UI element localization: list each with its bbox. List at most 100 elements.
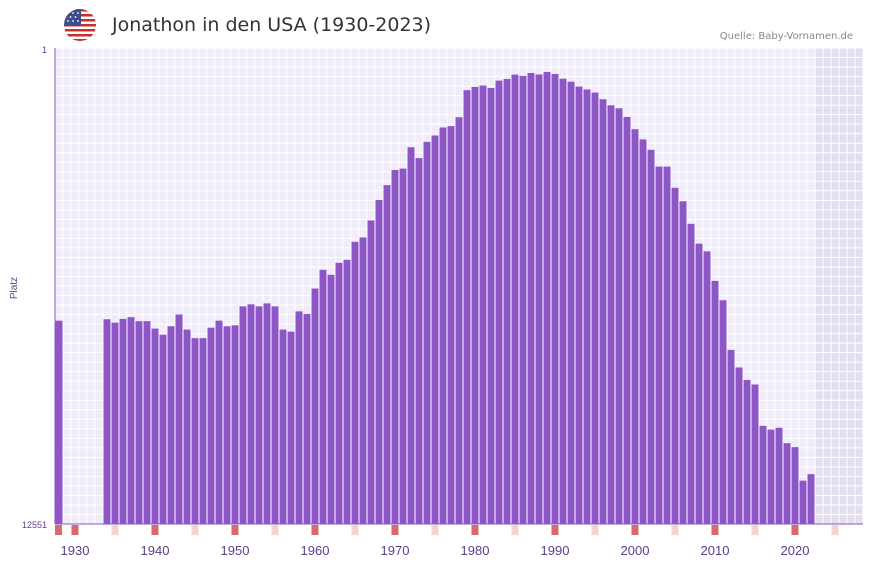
bar-2017: 2017: 10061: [767, 429, 775, 524]
bar-1960: 1960: 6343: [311, 288, 319, 524]
bar-1946: 1946: 7651: [199, 338, 207, 524]
x-tick-mark-1995: [591, 525, 599, 535]
bar-1989: 1989: 632: [543, 71, 551, 525]
bar-2007: 2007: 4637: [687, 223, 695, 524]
bar-1939: 1939: 7203: [143, 321, 151, 524]
bar-1969: 1969: 3617: [383, 185, 391, 524]
bar-1980: 1980: 1026: [471, 86, 479, 524]
x-tick-mark-1945: [191, 525, 199, 535]
x-tick-mark-2010: [711, 525, 719, 535]
bar-1962: 1962: 5981: [327, 274, 335, 524]
bar-1978: 1978: 1826: [455, 117, 463, 525]
bar-1965: 1965: 5111: [351, 241, 359, 525]
x-tick-mark-1980: [471, 525, 479, 535]
x-tick-mark-1930: [71, 525, 79, 535]
bar-2020: 2020: 10525: [791, 447, 799, 524]
bar-2021: 2021: 11408: [799, 480, 807, 524]
bar-1952: 1952: 6760: [247, 304, 255, 524]
x-tick-mark-2020: [791, 525, 799, 535]
axis-labels: 1 12551 Platz 1930 1940 1950 1960 1970 1980 19…: [9, 45, 809, 558]
bar-1984: 1984: 817: [503, 78, 511, 524]
bar-1938: 1938: 7203: [135, 321, 143, 524]
x-tick-label-1930: 1930: [61, 543, 90, 558]
bar-2003: 2003: 3128: [655, 166, 663, 524]
y-axis-title: Platz: [9, 277, 20, 299]
y-tick-label-bottom: 12551: [22, 520, 47, 530]
chart-title: Jonathon in den USA (1930-2023): [112, 14, 432, 36]
bar-1970: 1970: 3217: [391, 169, 399, 525]
bar-1972: 1972: 2617: [407, 147, 415, 524]
bar-1942: 1942: 7338: [167, 326, 175, 524]
x-tick-label-1940: 1940: [141, 543, 170, 558]
bar-2006: 2006: 4042: [679, 201, 687, 525]
bar-1953: 1953: 6813: [255, 306, 263, 524]
bar-1950: 1950: 7312: [231, 325, 239, 524]
bar-1994: 1994: 1094: [583, 89, 591, 524]
x-tick-mark-1950: [231, 525, 239, 535]
bar-1975: 1975: 2308: [431, 135, 439, 525]
bar-1992: 1992: 889: [567, 81, 575, 524]
bar-1981: 1981: 992: [479, 85, 487, 525]
bar-1954: 1954: 6734: [263, 303, 271, 524]
bar-1982: 1982: 1055: [487, 87, 495, 525]
bar-1943: 1943: 7027: [175, 314, 183, 524]
bar-2011: 2011: 6652: [719, 300, 727, 524]
x-tick-label-1950: 1950: [221, 543, 250, 558]
bar-1961: 1961: 5849: [319, 269, 327, 524]
x-tick-mark-1990: [551, 525, 559, 535]
bars: 1928: 7190 1934: 71531935: 72431936: 7143…: [55, 71, 815, 525]
bar-2016: 2016: 9963: [759, 425, 767, 524]
bar-1986: 1986: 737: [519, 75, 527, 524]
bar-1935: 1935: 7243: [111, 322, 119, 524]
bar-1993: 1993: 1017: [575, 86, 583, 524]
bar-1964: 1964: 5586: [343, 259, 351, 524]
bar-1976: 1976: 2097: [439, 127, 447, 525]
bar-1957: 1957: 7479: [287, 331, 295, 524]
x-tick-mark-2025: [831, 525, 839, 535]
x-tick-label-1990: 1990: [541, 543, 570, 558]
bar-1941: 1941: 7560: [159, 334, 167, 524]
x-tick-label-2010: 2010: [701, 543, 730, 558]
bar-2022: 2022: 11237: [807, 474, 815, 524]
bar-2010: 2010: 6141: [711, 280, 719, 524]
bar-1966: 1966: 4997: [359, 237, 367, 524]
us-flag-icon: [64, 9, 96, 41]
bar-1945: 1945: 7651: [191, 338, 199, 524]
bar-2004: 2004: 3128: [663, 166, 671, 524]
bar-1983: 1983: 860: [495, 80, 503, 525]
y-tick-label-top: 1: [42, 45, 47, 55]
x-tick-label-2000: 2000: [621, 543, 650, 558]
x-tick-label-2020: 2020: [781, 543, 810, 558]
x-tick-mark-1940: [151, 525, 159, 535]
x-tick-mark-1970: [391, 525, 399, 535]
bar-1959: 1959: 7015: [303, 314, 311, 524]
x-tick-mark-2015: [751, 525, 759, 535]
bar-1948: 1948: 7190: [215, 320, 223, 524]
bar-1973: 1973: 2905: [415, 158, 423, 524]
source-link[interactable]: Quelle: Baby-Vornamen.de: [719, 31, 853, 42]
x-tick-mark-1955: [271, 525, 279, 535]
bar-1928: 1928: 7190: [55, 320, 63, 524]
x-tick-mark-1965: [351, 525, 359, 535]
x-tick-label-1970: 1970: [381, 543, 410, 558]
bar-1951: 1951: 6813: [239, 306, 247, 524]
bar-2014: 2014: 8753: [743, 379, 751, 524]
bar-1968: 1968: 4009: [375, 200, 383, 524]
bar-1944: 1944: 7426: [183, 329, 191, 524]
bar-1977: 1977: 2060: [447, 126, 455, 524]
bar-2015: 2015: 8873: [751, 384, 759, 524]
x-tick-mark-1935: [111, 525, 119, 535]
bar-1996: 1996: 1353: [599, 99, 607, 524]
bar-2013: 2013: 8424: [735, 367, 743, 524]
x-tick-strip: [55, 525, 839, 535]
x-tick-label-1980: 1980: [461, 543, 490, 558]
axes: [54, 48, 863, 525]
bar-2009: 2009: 5362: [703, 251, 711, 524]
x-tick-mark-1960: [311, 525, 319, 535]
bar-1936: 1936: 7143: [119, 318, 127, 524]
bar-2000: 2000: 2142: [631, 129, 639, 524]
bar-1963: 1963: 5664: [335, 262, 343, 524]
bar-1971: 1971: 3181: [399, 168, 407, 525]
bar-1997: 1997: 1511: [607, 105, 615, 524]
bar-1955: 1955: 6813: [271, 306, 279, 524]
